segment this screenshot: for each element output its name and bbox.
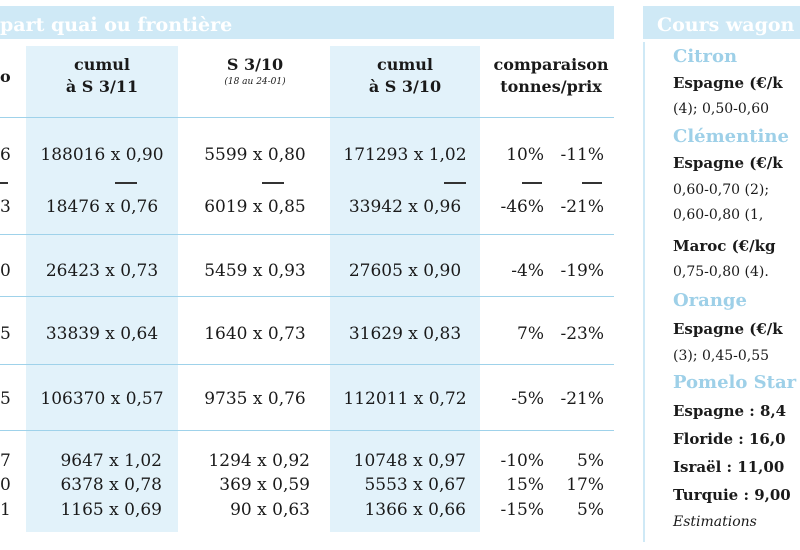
cell-s310: 5599 x 0,80	[204, 145, 306, 165]
pomelo-line-2: Floride : 16,0	[673, 430, 786, 448]
cell-cumul-10: 27605 x 0,90	[348, 261, 462, 281]
cell-cumul-10: 10748 x 0,97	[353, 451, 466, 471]
col-header-0: o	[0, 67, 11, 86]
cell-origin: 0	[0, 475, 11, 495]
clem-line-5: 0,75-0,80 (4).	[673, 264, 769, 280]
cell-tonnes: -46%	[500, 197, 544, 217]
pomelo-line-3: Israël : 11,00	[673, 458, 785, 476]
dash	[262, 182, 284, 184]
row-separator	[0, 234, 614, 235]
dash	[582, 182, 602, 184]
cell-cumul-11: 106370 x 0,57	[40, 389, 164, 409]
orange-line-2: (3); 0,45-0,55	[673, 348, 770, 364]
cell-cumul-10: 5553 x 0,67	[364, 475, 466, 495]
cell-cumul-10: 33942 x 0,96	[348, 197, 462, 217]
dash	[522, 182, 542, 184]
cell-cumul-11: 26423 x 0,73	[45, 261, 159, 281]
right-sidebar-panel: Cours wagon Citron Espagne (€/k (4); 0,5…	[643, 0, 800, 550]
clem-line-3: 0,60-0,80 (1,	[673, 207, 764, 223]
cell-cumul-11: 33839 x 0,64	[45, 324, 159, 344]
cell-cumul-10: 112011 x 0,72	[343, 389, 467, 409]
row-separator	[0, 117, 614, 118]
citron-line-2: (4); 0,50-0,60	[673, 101, 770, 117]
cell-origin: 1	[0, 500, 11, 520]
cell-origin: 5	[0, 324, 11, 344]
dash	[0, 182, 8, 184]
product-orange: Orange	[673, 290, 747, 311]
shaded-column-cumul-10	[330, 46, 480, 532]
sidebar-title-bar: Cours wagon	[643, 6, 800, 39]
cell-tonnes: 7%	[517, 324, 544, 344]
cell-s310: 1294 x 0,92	[208, 451, 310, 471]
cell-s310: 5459 x 0,93	[204, 261, 306, 281]
product-clementine: Clémentine	[673, 126, 789, 147]
cell-s310: 9735 x 0,76	[204, 389, 306, 409]
dash	[444, 182, 466, 184]
cell-tonnes: -5%	[511, 389, 544, 409]
col-header-cumul-11: cumul à S 3/11	[65, 55, 139, 96]
product-pomelo: Pomelo Star	[673, 372, 797, 393]
estimations-note: Estimations	[673, 514, 757, 530]
col-header-s310: S 3/10 (18 au 24-01)	[224, 55, 286, 87]
cell-tonnes: 15%	[506, 475, 544, 495]
cell-s310: 90 x 0,63	[230, 500, 310, 520]
cell-cumul-10: 171293 x 1,02	[343, 145, 467, 165]
cell-cumul-11: 9647 x 1,02	[60, 451, 162, 471]
sidebar-box	[643, 42, 800, 542]
cell-s310: 1640 x 0,73	[204, 324, 306, 344]
cell-tonnes: 10%	[506, 145, 544, 165]
cell-cumul-10: 31629 x 0,83	[348, 324, 462, 344]
cell-tonnes: -10%	[500, 451, 544, 471]
cell-cumul-11: 188016 x 0,90	[40, 145, 164, 165]
cell-cumul-11: 6378 x 0,78	[60, 475, 162, 495]
cell-prix: -21%	[560, 389, 604, 409]
cell-origin: 5	[0, 389, 11, 409]
cell-prix: -11%	[560, 145, 604, 165]
cell-prix: -21%	[560, 197, 604, 217]
cell-origin: 3	[0, 197, 11, 217]
pomelo-line-4: Turquie : 9,00	[673, 486, 791, 504]
cell-origin: 0	[0, 261, 11, 281]
cell-prix: 17%	[566, 475, 604, 495]
row-separator	[0, 364, 614, 365]
dash	[115, 182, 137, 184]
shaded-column-cumul-11	[26, 46, 178, 532]
table-title: part quai ou frontière	[0, 14, 233, 36]
orange-line-1: Espagne (€/k	[673, 320, 783, 338]
cell-s310: 6019 x 0,85	[204, 197, 306, 217]
row-separator	[0, 296, 614, 297]
cell-prix: -19%	[560, 261, 604, 281]
cell-cumul-11: 18476 x 0,76	[45, 197, 159, 217]
cell-tonnes: -4%	[511, 261, 544, 281]
clem-line-4: Maroc (€/kg	[673, 237, 776, 255]
cell-prix: 5%	[577, 500, 604, 520]
cell-origin: 6	[0, 145, 11, 165]
cell-s310: 369 x 0,59	[219, 475, 310, 495]
clem-line-1: Espagne (€/k	[673, 154, 783, 172]
product-citron: Citron	[673, 46, 738, 67]
left-table-panel: part quai ou frontière o cumul à S 3/11 …	[0, 6, 614, 532]
cell-prix: 5%	[577, 451, 604, 471]
row-separator	[0, 430, 614, 431]
col-header-cumul-10: cumul à S 3/10	[368, 55, 442, 96]
cell-cumul-11: 1165 x 0,69	[60, 500, 162, 520]
cell-origin: 7	[0, 451, 11, 471]
pomelo-line-1: Espagne : 8,4	[673, 402, 787, 420]
cell-tonnes: -15%	[500, 500, 544, 520]
citron-line-1: Espagne (€/k	[673, 74, 783, 92]
cell-cumul-10: 1366 x 0,66	[364, 500, 466, 520]
table-title-bar: part quai ou frontière	[0, 6, 614, 39]
clem-line-2: 0,60-0,70 (2);	[673, 182, 770, 198]
col-header-comparaison: comparaison tonnes/prix	[493, 55, 609, 96]
cell-prix: -23%	[560, 324, 604, 344]
sidebar-title: Cours wagon	[657, 14, 795, 36]
